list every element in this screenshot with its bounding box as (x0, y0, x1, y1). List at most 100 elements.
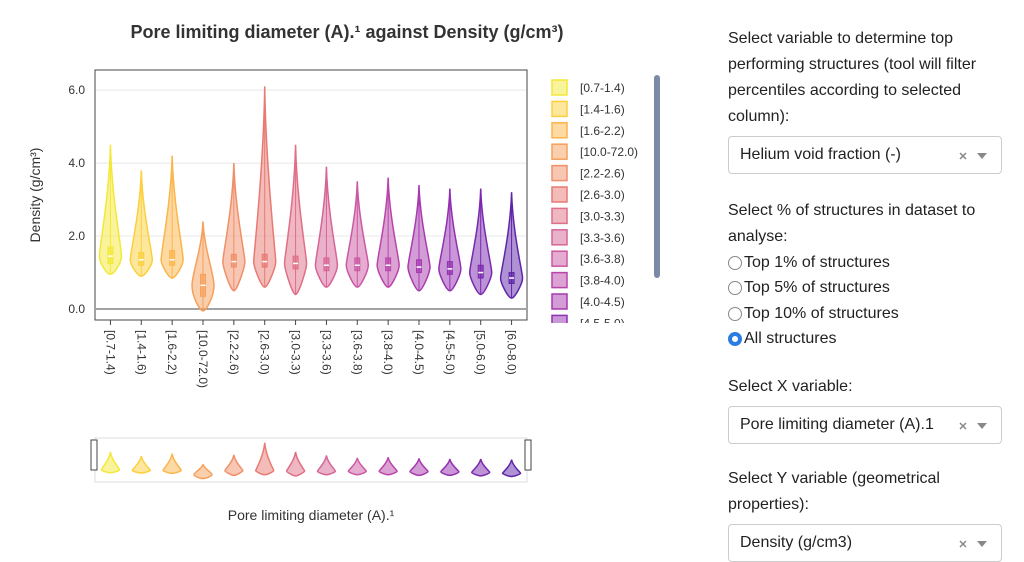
box (323, 257, 330, 272)
x-tick-label: [5.0-6.0) (474, 330, 488, 375)
mini-violin (409, 458, 429, 477)
control-panel: Select variable to determine top perform… (728, 26, 1013, 562)
legend-swatch (551, 250, 568, 267)
legend-label[interactable]: [2.2-2.6) (580, 167, 625, 181)
box (446, 261, 453, 275)
chart-title: Pore limiting diameter (A).¹ against Den… (130, 22, 563, 42)
legend-swatch (551, 164, 568, 182)
x-tick-label: [1.4-1.6) (134, 330, 148, 375)
radio-label: Top 5% of structures (744, 279, 890, 297)
mini-violin (224, 454, 244, 477)
box (230, 253, 237, 268)
y-tick-label: 0.0 (68, 302, 85, 316)
legend-swatch (551, 293, 568, 310)
x-tick-label: [3.6-3.8) (350, 330, 364, 375)
radio-button[interactable] (728, 306, 742, 321)
x-tick-label: [3.3-3.6) (319, 330, 333, 375)
x-tick-label: [10.0-72.0) (196, 330, 210, 388)
legend-swatch (552, 337, 567, 352)
box (354, 257, 361, 272)
box (477, 264, 484, 279)
plot-frame (94, 69, 528, 321)
dropdown-icons (959, 540, 987, 548)
legend-label[interactable]: [6.0-8.0) (580, 359, 625, 373)
legend-label[interactable]: [0.7-1.4) (580, 81, 625, 95)
range-handle[interactable] (524, 439, 532, 471)
radio-button[interactable] (728, 332, 742, 347)
legend-swatch (551, 186, 568, 203)
legend-scrollbar[interactable] (654, 75, 660, 278)
legend-label[interactable]: [3.0-3.3) (580, 209, 625, 223)
radio-group: Top 1% of structures Top 5% of structures… (728, 250, 1013, 352)
legend-swatch (551, 79, 568, 96)
legend-swatch (552, 358, 567, 373)
y-select-label: Select Y variable (geometrical propertie… (728, 470, 940, 513)
mini-violin (162, 453, 182, 475)
legend-label[interactable]: [1.6-2.2) (580, 124, 625, 138)
range-handle[interactable] (90, 439, 98, 471)
radio-option[interactable]: All structures (728, 327, 1013, 353)
legend-label[interactable]: [1.4-1.6) (580, 102, 625, 116)
radio-button[interactable] (728, 281, 742, 296)
legend-label[interactable]: [2.6-3.0) (580, 188, 625, 202)
legend-swatch (551, 314, 568, 323)
x-tick-label: [6.0-8.0) (505, 330, 519, 375)
box (416, 259, 422, 274)
legend-label[interactable]: [5.0-6.0) (580, 338, 625, 352)
y-tick-label: 4.0 (68, 156, 85, 170)
range-slider[interactable] (94, 437, 528, 483)
x-tick-label: [1.6-2.2) (165, 330, 179, 375)
legend-swatch (551, 100, 568, 118)
dropdown-icons (959, 422, 987, 430)
box (107, 246, 114, 264)
y-tick-label: 6.0 (68, 83, 85, 97)
mini-violin (501, 459, 522, 478)
legend-label[interactable]: [10.0-72.0) (580, 145, 638, 159)
radio-label: All structures (744, 330, 837, 348)
box (138, 251, 145, 266)
legend-label[interactable]: [4.0-4.5) (580, 295, 625, 309)
filter-dropdown[interactable]: Helium void fraction (-) (728, 136, 1002, 174)
y-tick-label: 2.0 (68, 229, 85, 243)
x-tick-label: [2.2-2.6) (227, 330, 241, 375)
legend-label[interactable]: [4.5-5.0) (580, 316, 625, 330)
dropdown-icons (959, 152, 987, 160)
y-axis-title: Density (g/cm³) (27, 148, 43, 243)
radio-label: Top 1% of structures (744, 253, 890, 271)
dropdown-value: Density (g/cm3) (740, 534, 853, 551)
mini-violin (100, 451, 121, 474)
box (292, 255, 299, 270)
radio-option[interactable]: Top 1% of structures (728, 250, 1013, 276)
mini-violin (316, 455, 337, 476)
legend-label[interactable]: [3.8-4.0) (580, 274, 625, 288)
legend-label[interactable]: [3.3-3.6) (580, 231, 625, 245)
x-tick-label: [4.0-4.5) (412, 330, 426, 375)
x-tick-label: [2.6-3.0) (258, 330, 272, 375)
filter-label: Select variable to determine top perform… (728, 30, 977, 125)
legend-swatch (551, 143, 568, 160)
radio-option[interactable]: Top 5% of structures (728, 276, 1013, 302)
x-dropdown[interactable]: Pore limiting diameter (A).1 (728, 406, 1002, 444)
chart: Pore limiting diameter (A).¹ against Den… (27, 22, 660, 523)
x-tick-label: [3.0-3.3) (289, 330, 303, 375)
mini-violin (254, 442, 275, 476)
box (385, 257, 392, 272)
mini-violin (131, 455, 152, 474)
y-dropdown[interactable]: Density (g/cm3) (728, 524, 1002, 562)
legend: [0.7-1.4) [1.4-1.6) [1.6-2.2) [10.0-72.0) [2… (551, 79, 638, 373)
mini-violin (470, 458, 491, 477)
mini-violin (440, 458, 460, 477)
x-tick-label: [4.5-5.0) (443, 330, 457, 375)
box (261, 253, 268, 268)
legend-label[interactable]: [3.6-3.8) (580, 252, 625, 266)
radio-button[interactable] (728, 255, 742, 270)
mini-violin (193, 463, 213, 480)
radio-option[interactable]: Top 10% of structures (728, 301, 1013, 327)
x-select-label: Select X variable: (728, 378, 853, 395)
x-tick-label: [0.7-1.4) (103, 330, 117, 375)
legend-swatch (551, 271, 568, 289)
dropdown-value: Helium void fraction (-) (740, 146, 901, 163)
legend-swatch (551, 229, 568, 246)
legend-swatch (551, 122, 568, 139)
